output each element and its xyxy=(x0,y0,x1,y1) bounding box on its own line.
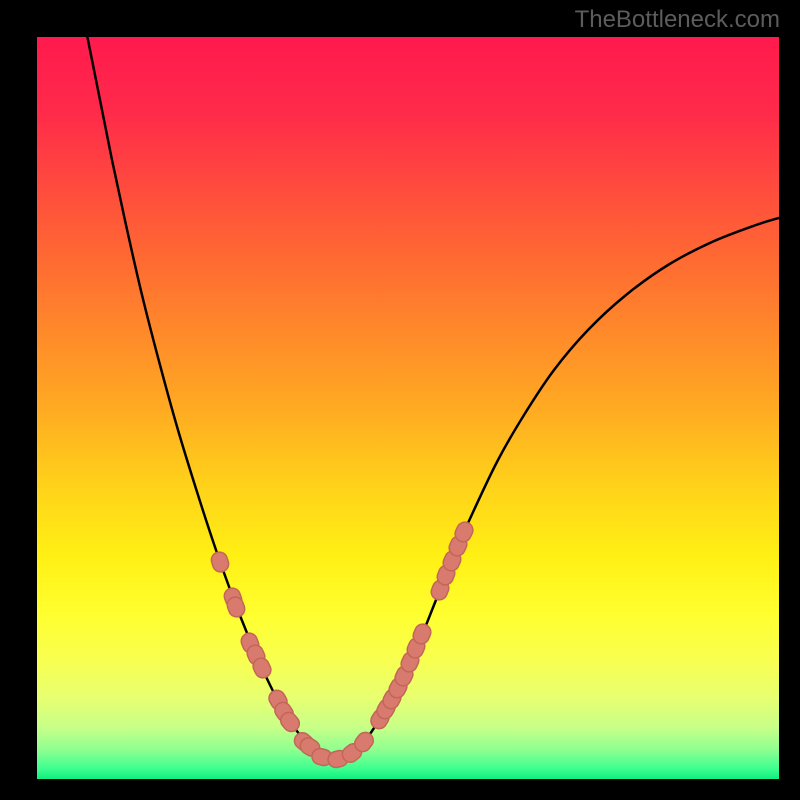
marker xyxy=(209,550,230,574)
curve-v-curve xyxy=(84,20,779,760)
watermark-text: TheBottleneck.com xyxy=(575,6,780,34)
chart-stage: TheBottleneck.com xyxy=(0,0,800,800)
curve-layer xyxy=(0,0,800,800)
